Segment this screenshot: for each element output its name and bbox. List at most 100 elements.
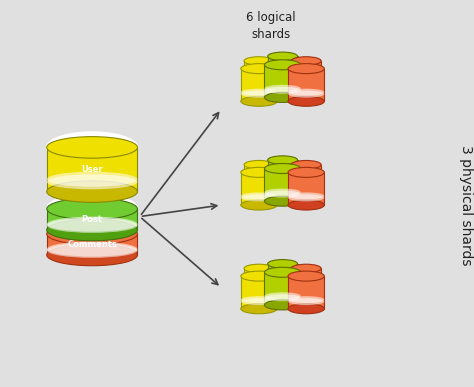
Ellipse shape: [241, 271, 277, 281]
Text: 3 physical shards: 3 physical shards: [459, 145, 474, 265]
Ellipse shape: [291, 264, 321, 273]
Ellipse shape: [268, 181, 298, 189]
Polygon shape: [264, 168, 301, 201]
Polygon shape: [244, 61, 274, 86]
Ellipse shape: [264, 267, 301, 277]
Polygon shape: [47, 209, 137, 230]
Ellipse shape: [288, 89, 324, 96]
Ellipse shape: [288, 271, 324, 281]
Polygon shape: [288, 276, 324, 309]
Ellipse shape: [47, 174, 137, 189]
Polygon shape: [241, 68, 277, 101]
Ellipse shape: [291, 161, 321, 169]
Ellipse shape: [47, 241, 137, 257]
Polygon shape: [241, 276, 277, 309]
Ellipse shape: [291, 283, 321, 289]
Ellipse shape: [47, 137, 137, 158]
Text: Comments: Comments: [67, 240, 117, 249]
Polygon shape: [268, 264, 298, 289]
Polygon shape: [291, 269, 321, 293]
Ellipse shape: [264, 164, 301, 173]
Ellipse shape: [268, 260, 298, 268]
Ellipse shape: [288, 167, 324, 177]
Ellipse shape: [268, 284, 298, 293]
Text: 6 logical
shards: 6 logical shards: [246, 11, 296, 41]
Ellipse shape: [47, 181, 137, 202]
Ellipse shape: [268, 156, 298, 164]
Ellipse shape: [291, 180, 321, 186]
Ellipse shape: [47, 217, 137, 231]
Ellipse shape: [241, 96, 277, 106]
Ellipse shape: [47, 219, 137, 241]
Ellipse shape: [288, 192, 324, 199]
Ellipse shape: [47, 218, 137, 233]
Ellipse shape: [244, 82, 274, 90]
Ellipse shape: [244, 180, 274, 186]
Ellipse shape: [264, 87, 301, 94]
Ellipse shape: [264, 300, 301, 310]
Text: User: User: [81, 165, 103, 174]
Ellipse shape: [244, 76, 274, 82]
Polygon shape: [47, 147, 137, 192]
Polygon shape: [288, 172, 324, 205]
Ellipse shape: [47, 198, 137, 220]
Polygon shape: [241, 172, 277, 205]
Ellipse shape: [291, 57, 321, 65]
Ellipse shape: [288, 298, 324, 305]
Polygon shape: [244, 269, 274, 293]
Ellipse shape: [288, 304, 324, 314]
Polygon shape: [291, 61, 321, 86]
Ellipse shape: [244, 283, 274, 289]
Ellipse shape: [268, 77, 298, 86]
Ellipse shape: [47, 172, 137, 187]
Ellipse shape: [268, 280, 298, 286]
Ellipse shape: [291, 76, 321, 82]
Ellipse shape: [241, 200, 277, 210]
Ellipse shape: [268, 52, 298, 60]
Ellipse shape: [244, 161, 274, 169]
Ellipse shape: [244, 264, 274, 273]
Polygon shape: [268, 160, 298, 185]
Ellipse shape: [244, 285, 274, 291]
Ellipse shape: [244, 77, 274, 83]
Ellipse shape: [268, 71, 298, 77]
Ellipse shape: [264, 188, 301, 195]
Ellipse shape: [241, 304, 277, 314]
Ellipse shape: [264, 85, 301, 92]
Ellipse shape: [244, 185, 274, 194]
Ellipse shape: [264, 294, 301, 301]
Polygon shape: [264, 272, 301, 305]
Ellipse shape: [268, 175, 298, 181]
Ellipse shape: [47, 223, 137, 245]
Ellipse shape: [264, 92, 301, 103]
Polygon shape: [264, 65, 301, 98]
Ellipse shape: [268, 279, 298, 285]
Ellipse shape: [244, 181, 274, 187]
Ellipse shape: [291, 181, 321, 187]
Ellipse shape: [47, 243, 137, 258]
Polygon shape: [244, 165, 274, 190]
Ellipse shape: [241, 89, 277, 96]
Polygon shape: [291, 165, 321, 190]
Ellipse shape: [288, 63, 324, 74]
Ellipse shape: [288, 194, 324, 201]
Polygon shape: [47, 234, 137, 255]
Ellipse shape: [241, 194, 277, 201]
Ellipse shape: [46, 193, 138, 225]
Ellipse shape: [264, 60, 301, 70]
Ellipse shape: [241, 63, 277, 74]
Ellipse shape: [291, 77, 321, 83]
Ellipse shape: [291, 185, 321, 194]
Ellipse shape: [268, 176, 298, 183]
Ellipse shape: [241, 192, 277, 199]
Ellipse shape: [288, 200, 324, 210]
Ellipse shape: [244, 57, 274, 65]
Ellipse shape: [244, 289, 274, 298]
Polygon shape: [268, 57, 298, 81]
Ellipse shape: [288, 296, 324, 303]
Ellipse shape: [288, 96, 324, 106]
Ellipse shape: [264, 292, 301, 299]
Ellipse shape: [241, 167, 277, 177]
Ellipse shape: [291, 289, 321, 298]
Ellipse shape: [264, 190, 301, 197]
